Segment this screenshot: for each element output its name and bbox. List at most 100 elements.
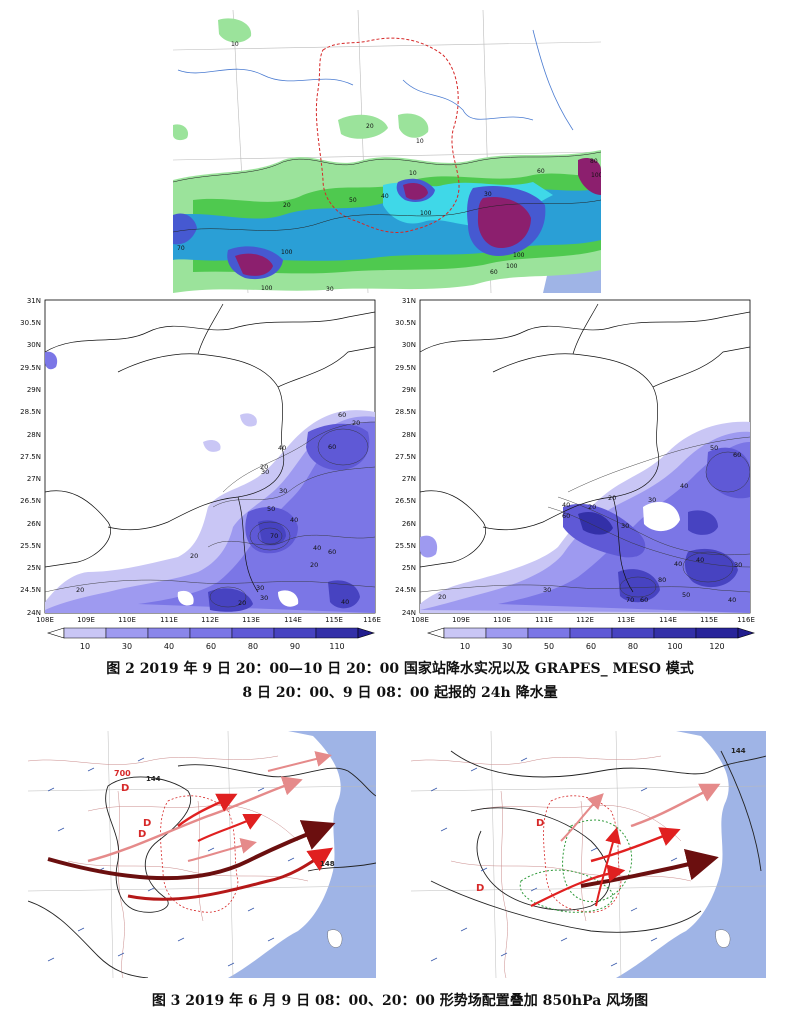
right-contour-label: 50 <box>682 591 690 599</box>
right-contour-label: 40 <box>674 560 682 568</box>
lat-tick: 26N <box>402 520 416 528</box>
lon-tick: 111E <box>160 616 178 624</box>
fig3-synoptic-0800: 700 D D D 144 148 <box>28 731 376 978</box>
left-contour-label: 40 <box>278 444 286 452</box>
fig3-synoptic-2000: D D 144 <box>411 731 766 978</box>
lat-tick: 28N <box>27 431 41 439</box>
lat-tick: 24N <box>402 609 416 617</box>
lat-tick: 29.5N <box>395 364 416 372</box>
colorbar-label: 110 <box>329 642 344 651</box>
left-contour-label: 50 <box>267 505 275 513</box>
left-contour-label: 30 <box>261 468 269 476</box>
lat-tick: 27N <box>402 475 416 483</box>
top-contour-label: 60 <box>490 269 498 276</box>
colorbar-label: 60 <box>206 642 216 651</box>
colorbar-label: 60 <box>586 642 596 651</box>
top-contour-label: 80 <box>590 158 598 165</box>
left-contour-label: 30 <box>260 594 268 602</box>
low-center-label: D <box>143 818 151 829</box>
top-contour-label: 20 <box>366 123 374 130</box>
lat-tick: 26.5N <box>20 497 41 505</box>
left-contour-label: 70 <box>270 532 278 540</box>
lat-tick: 25.5N <box>20 542 41 550</box>
right-contour-label: 50 <box>710 444 718 452</box>
left-contour-label: 40 <box>341 598 349 606</box>
top-contour-label: 100 <box>420 210 432 217</box>
top-contour-label: 10 <box>409 170 417 177</box>
top-contour-label: 10 <box>231 41 239 48</box>
lat-tick: 28.5N <box>395 408 416 416</box>
lat-tick: 30N <box>402 341 416 349</box>
fig2-observed-map: 10 10 20 10 50 40 100 100 60 100 70 100 … <box>173 10 601 293</box>
lat-tick: 30N <box>27 341 41 349</box>
lat-tick: 26.5N <box>395 497 416 505</box>
colorbar-label: 80 <box>628 642 638 651</box>
isobar-label: 144 <box>731 747 746 755</box>
colorbar-label: 100 <box>667 642 682 651</box>
colorbar-label: 30 <box>122 642 132 651</box>
top-contour-label: 20 <box>283 202 291 209</box>
lat-tick: 29N <box>402 386 416 394</box>
top-contour-label: 100 <box>506 263 518 270</box>
lon-tick: 115E <box>325 616 343 624</box>
pressure-label: 700 <box>114 769 131 778</box>
figure-2-caption-line1: 图 2 2019 年 9 日 20：00—10 日 20：00 国家站降水实况以… <box>106 661 694 677</box>
left-contour-label: 20 <box>238 599 246 607</box>
right-contour-label: 80 <box>658 576 666 584</box>
low-center-label: D <box>138 829 146 840</box>
right-contour-label: 20 <box>608 494 616 502</box>
left-contour-label: 30 <box>256 584 264 592</box>
top-contour-label: 10 <box>416 138 424 145</box>
lon-tick: 110E <box>118 616 136 624</box>
lat-tick: 25N <box>27 564 41 572</box>
lon-tick: 110E <box>493 616 511 624</box>
lon-tick: 108E <box>36 616 54 624</box>
colorbar-label: 40 <box>164 642 174 651</box>
lon-tick: 115E <box>700 616 718 624</box>
model-left-svg: 31N 30.5N 30N 29.5N 29N 28.5N 28N 27.5N … <box>20 297 381 651</box>
top-contour-label: 30 <box>484 191 492 198</box>
figure-3-caption: 图 3 2019 年 6 月 9 日 08：00、20：00 形势场配置叠加 8… <box>151 993 649 1009</box>
colorbar-label: 120 <box>709 642 724 651</box>
top-contour-label: 40 <box>381 193 389 200</box>
lon-tick: 111E <box>535 616 553 624</box>
lat-tick: 27.5N <box>395 453 416 461</box>
lon-tick: 113E <box>242 616 260 624</box>
isobar-label: 144 <box>146 775 161 783</box>
lat-tick: 29N <box>27 386 41 394</box>
right-contour-label: 40 <box>728 596 736 604</box>
left-colorbar: 10 30 40 60 80 90 110 <box>46 627 376 651</box>
low-center-label: D <box>121 783 129 794</box>
lat-tick: 28N <box>402 431 416 439</box>
lon-tick: 113E <box>617 616 635 624</box>
top-contour-label: 60 <box>537 168 545 175</box>
lat-tick: 27.5N <box>20 453 41 461</box>
colorbar-label: 50 <box>544 642 554 651</box>
right-contour-label: 70 <box>626 596 634 604</box>
left-contour-label: 30 <box>279 487 287 495</box>
lat-tick: 24.5N <box>395 586 416 594</box>
lon-tick: 116E <box>737 616 755 624</box>
left-contour-label: 60 <box>338 411 346 419</box>
top-contour-label: 100 <box>281 249 293 256</box>
lon-tick: 108E <box>411 616 429 624</box>
left-contour-label: 40 <box>313 544 321 552</box>
left-contour-label: 20 <box>310 561 318 569</box>
right-contour-label: 20 <box>588 503 596 511</box>
low-center-label: D <box>536 818 544 829</box>
model-right-svg: 31N 30.5N 30N 29.5N 29N 28.5N 28N 27.5N … <box>395 297 756 651</box>
left-contour-label: 20 <box>190 552 198 560</box>
colorbar-label: 10 <box>80 642 90 651</box>
colorbar-label: 80 <box>248 642 258 651</box>
synoptic-left-svg: 700 D D D 144 148 <box>28 731 376 978</box>
top-contour-label: 50 <box>349 197 357 204</box>
isobar-label: 148 <box>320 860 335 868</box>
right-contour-label: 30 <box>621 522 629 530</box>
left-contour-label: 60 <box>328 548 336 556</box>
colorbar-label: 90 <box>290 642 300 651</box>
low-center-label: D <box>476 883 484 894</box>
left-contour-label: 60 <box>328 443 336 451</box>
top-contour-label: 70 <box>177 245 185 252</box>
lat-tick: 24N <box>27 609 41 617</box>
right-contour-label: 20 <box>438 593 446 601</box>
